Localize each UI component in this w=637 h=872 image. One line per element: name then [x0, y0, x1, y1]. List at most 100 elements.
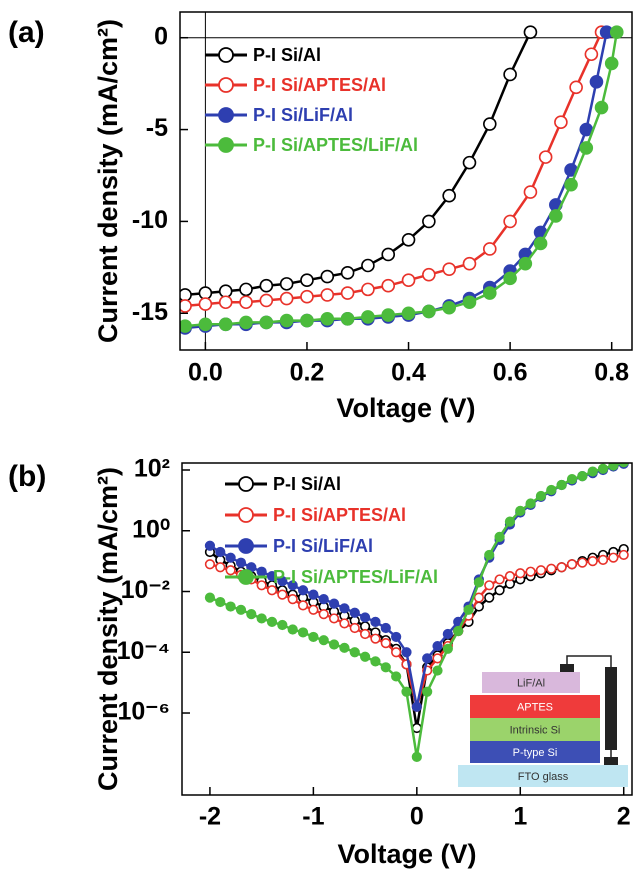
data-point — [584, 47, 599, 62]
data-point — [432, 640, 443, 652]
data-point — [180, 288, 192, 302]
data-point — [618, 463, 629, 468]
data-point — [533, 236, 548, 251]
data-point — [361, 310, 375, 324]
y-tick-label: 0 — [154, 22, 168, 50]
data-point — [608, 463, 619, 471]
data-point — [256, 566, 267, 577]
data-point — [218, 295, 233, 310]
data-point — [462, 155, 477, 170]
y-tick-label: -5 — [146, 114, 168, 142]
data-point — [442, 643, 453, 654]
data-point — [442, 628, 453, 640]
data-point — [504, 516, 516, 527]
data-point — [462, 256, 477, 271]
data-point — [422, 304, 436, 319]
data-point — [484, 549, 495, 561]
data-point — [391, 631, 402, 643]
data-point — [198, 297, 213, 311]
legend-marker — [238, 569, 254, 585]
data-point — [218, 284, 233, 299]
data-point — [401, 647, 412, 658]
data-point — [401, 273, 416, 287]
legend-label: P-I Si/APTES/LiF/Al — [273, 567, 438, 587]
data-point — [569, 80, 583, 95]
data-point — [239, 295, 253, 310]
data-point — [239, 282, 253, 297]
data-point — [318, 635, 329, 646]
data-point — [594, 100, 609, 115]
data-point — [308, 631, 319, 643]
data-point — [266, 585, 278, 596]
inset-contact — [604, 757, 618, 765]
data-point — [564, 177, 578, 192]
inset-layer-label: LiF/Al — [517, 677, 545, 689]
data-point — [235, 557, 247, 568]
data-point — [597, 463, 609, 474]
data-point — [277, 576, 288, 587]
y-tick-label: 10⁻² — [121, 576, 170, 604]
data-point — [482, 286, 497, 300]
data-point — [340, 286, 355, 300]
data-point — [328, 613, 340, 624]
data-point — [198, 286, 213, 300]
data-point — [504, 571, 516, 582]
inset-layer-label: P-type Si — [513, 747, 558, 759]
data-point — [215, 546, 226, 558]
y-axis-title: Current density (mA/cm²) — [93, 467, 123, 791]
legend-marker — [218, 137, 234, 153]
data-point — [523, 185, 538, 199]
data-point — [308, 604, 319, 615]
legend-marker — [218, 47, 234, 63]
data-point — [473, 592, 484, 603]
data-point — [484, 580, 495, 591]
data-point — [566, 474, 578, 485]
inset-layer — [458, 765, 628, 787]
data-point — [239, 315, 253, 330]
data-point — [518, 256, 533, 271]
data-point — [259, 293, 274, 308]
data-point — [300, 313, 314, 328]
data-point — [432, 665, 443, 676]
data-point — [235, 604, 247, 615]
y-tick-label: 10⁻⁶ — [117, 698, 170, 726]
data-point — [546, 484, 557, 496]
data-point — [381, 308, 396, 322]
data-point — [515, 568, 526, 579]
data-point — [381, 247, 396, 262]
panel-label: (a) — [8, 16, 45, 49]
data-point — [180, 319, 192, 333]
data-point — [297, 585, 309, 596]
data-point — [198, 317, 213, 332]
data-point — [482, 242, 497, 256]
data-point — [328, 598, 340, 609]
data-point — [453, 625, 464, 637]
data-point — [556, 562, 567, 573]
legend-marker — [238, 538, 254, 554]
legend-label: P-I Si/LiF/Al — [273, 536, 373, 556]
series-line — [184, 31, 603, 308]
data-point — [422, 653, 433, 664]
data-point — [318, 609, 329, 620]
x-tick-label: 0.8 — [594, 359, 629, 387]
data-point — [422, 267, 436, 282]
data-point — [287, 580, 298, 591]
data-point — [370, 616, 381, 627]
data-point — [277, 589, 288, 600]
data-point — [204, 559, 216, 570]
data-point — [340, 266, 355, 280]
data-point — [380, 662, 391, 673]
legend-label: P-I Si/LiF/Al — [253, 105, 353, 125]
data-point — [535, 565, 547, 576]
data-point — [259, 315, 274, 330]
data-point — [566, 559, 578, 570]
data-point — [381, 278, 396, 293]
data-point — [361, 282, 375, 297]
data-point — [360, 628, 371, 640]
data-point — [494, 574, 505, 585]
data-point — [380, 622, 391, 634]
legend-label: P-I Si/APTES/LiF/Al — [253, 135, 418, 155]
series-line — [184, 31, 532, 297]
data-point — [279, 277, 294, 291]
data-point — [320, 288, 335, 302]
